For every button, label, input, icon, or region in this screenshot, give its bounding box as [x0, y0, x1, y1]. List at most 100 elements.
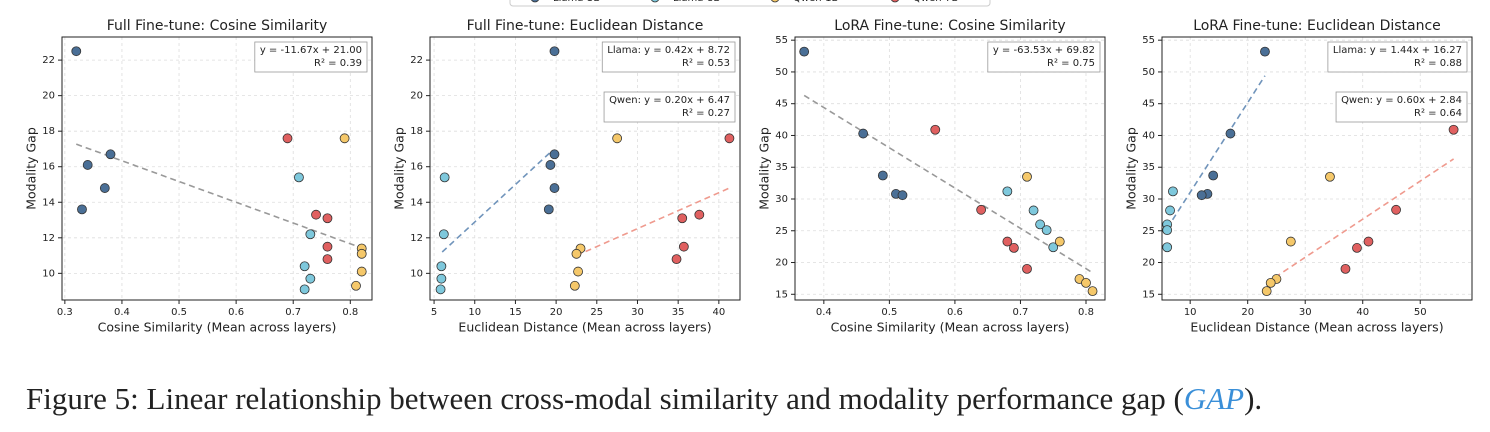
annotation-text: Qwen: y = 0.60x + 2.84 [1341, 95, 1462, 106]
point [1002, 186, 1013, 197]
point [322, 213, 333, 224]
x-axis-label: Euclidean Distance (Mean across layers) [1190, 320, 1443, 335]
y-tick-label: 50 [1142, 67, 1155, 78]
plot-frame [61, 36, 373, 301]
y-tick-label: 30 [775, 194, 788, 205]
annotation-box [1335, 91, 1468, 123]
point [677, 213, 688, 224]
point [1162, 242, 1173, 253]
point [1081, 277, 1091, 288]
point [356, 266, 367, 277]
point [1168, 186, 1178, 197]
point [543, 204, 554, 215]
point [569, 280, 580, 291]
point [1009, 243, 1019, 253]
x-axis-label: Cosine Similarity (Mean across layers) [98, 320, 337, 335]
y-tick-label: 20 [410, 91, 423, 102]
point [322, 254, 333, 265]
annotation: y = -11.67x + 21.00 R² = 0.39 [254, 41, 368, 73]
annotation-text: R² = 0.39 [314, 58, 362, 69]
y-tick-label: 12 [42, 233, 55, 244]
x-tick-label: 0.6 [228, 307, 244, 318]
y-tick-label: 14 [42, 197, 55, 208]
x-tick-label: 15 [509, 307, 522, 318]
legend-label: Qwen-1B [793, 0, 839, 4]
point [1340, 263, 1351, 274]
y-axis-label: Modality Gap [757, 127, 772, 210]
annotation-text: y = -11.67x + 21.00 [260, 45, 362, 56]
point [858, 128, 869, 139]
point [299, 284, 310, 295]
point [439, 172, 450, 183]
point [571, 248, 582, 259]
point [1261, 286, 1272, 297]
annotation: Qwen: y = 0.60x + 2.84 R² = 0.64 [1335, 91, 1468, 123]
annotation-text: y = -63.53x + 69.82 [993, 45, 1095, 56]
x-tick-label: 0.5 [881, 307, 897, 318]
caption: Figure 5: Linear relationship between cr… [26, 381, 1262, 416]
point [1225, 128, 1236, 139]
y-tick-label: 40 [1142, 130, 1155, 141]
x-tick-label: 0.4 [114, 307, 130, 318]
y-tick-label: 20 [42, 91, 55, 102]
point [549, 149, 560, 160]
y-tick-label: 35 [775, 162, 788, 173]
y-tick-label: 10 [42, 268, 55, 279]
point [694, 209, 705, 220]
y-axis-label: Modality Gap [24, 127, 39, 210]
y-tick-label: 22 [42, 55, 55, 66]
point [1028, 205, 1039, 216]
caption-text: Figure 5: Linear relationship between cr… [26, 381, 1184, 416]
x-tick-label: 20 [550, 307, 563, 318]
x-tick-label: 10 [468, 307, 481, 318]
annotation-text: Llama: y = 1.44x + 16.27 [1333, 45, 1462, 56]
annotation-text: R² = 0.64 [1414, 108, 1462, 119]
point [976, 204, 987, 215]
point [71, 46, 82, 57]
legend-marker [531, 0, 539, 3]
x-tick-label: 0.8 [1078, 307, 1094, 318]
y-axis-label: Modality Gap [1124, 127, 1139, 210]
y-tick-label: 12 [410, 233, 423, 244]
point [436, 261, 447, 272]
chart-title: LoRA Fine-tune: Cosine Similarity [834, 18, 1065, 34]
chart-title: LoRA Fine-tune: Euclidean Distance [1193, 18, 1441, 34]
x-axis-label: Cosine Similarity (Mean across layers) [831, 320, 1070, 335]
point [1087, 286, 1098, 297]
y-tick-label: 45 [775, 99, 788, 110]
point [435, 284, 446, 295]
point [1391, 204, 1401, 215]
point [549, 183, 560, 193]
y-tick-label: 40 [775, 130, 788, 141]
caption-end: ). [1244, 381, 1262, 416]
x-tick-label: 0.5 [171, 307, 187, 318]
point [1035, 219, 1046, 230]
legend-box [509, 0, 991, 7]
point [545, 160, 556, 170]
point [671, 254, 682, 265]
x-tick-label: 0.4 [816, 307, 832, 318]
point [322, 241, 333, 252]
y-tick-label: 15 [1142, 289, 1155, 300]
y-tick-label: 50 [775, 67, 788, 78]
y-tick-label: 10 [410, 268, 423, 279]
y-tick-label: 16 [410, 162, 423, 173]
point [351, 280, 361, 291]
x-tick-label: 30 [631, 307, 644, 318]
point [99, 183, 110, 193]
x-tick-label: 30 [1299, 307, 1312, 318]
y-tick-label: 55 [1142, 35, 1155, 46]
x-axis-label: Euclidean Distance (Mean across layers) [458, 320, 711, 335]
legend-label: Llama-8B [673, 0, 720, 4]
annotation-text: R² = 0.75 [1047, 58, 1095, 69]
y-axis-label: Modality Gap [392, 127, 407, 210]
x-tick-label: 0.8 [342, 307, 358, 318]
point [282, 133, 293, 144]
annotation-box [987, 41, 1101, 73]
x-tick-label: 0.7 [1013, 307, 1029, 318]
point [305, 273, 316, 284]
y-tick-label: 25 [775, 226, 788, 237]
chart-title: Full Fine-tune: Cosine Similarity [107, 18, 328, 34]
point [438, 229, 449, 240]
point [678, 241, 689, 252]
